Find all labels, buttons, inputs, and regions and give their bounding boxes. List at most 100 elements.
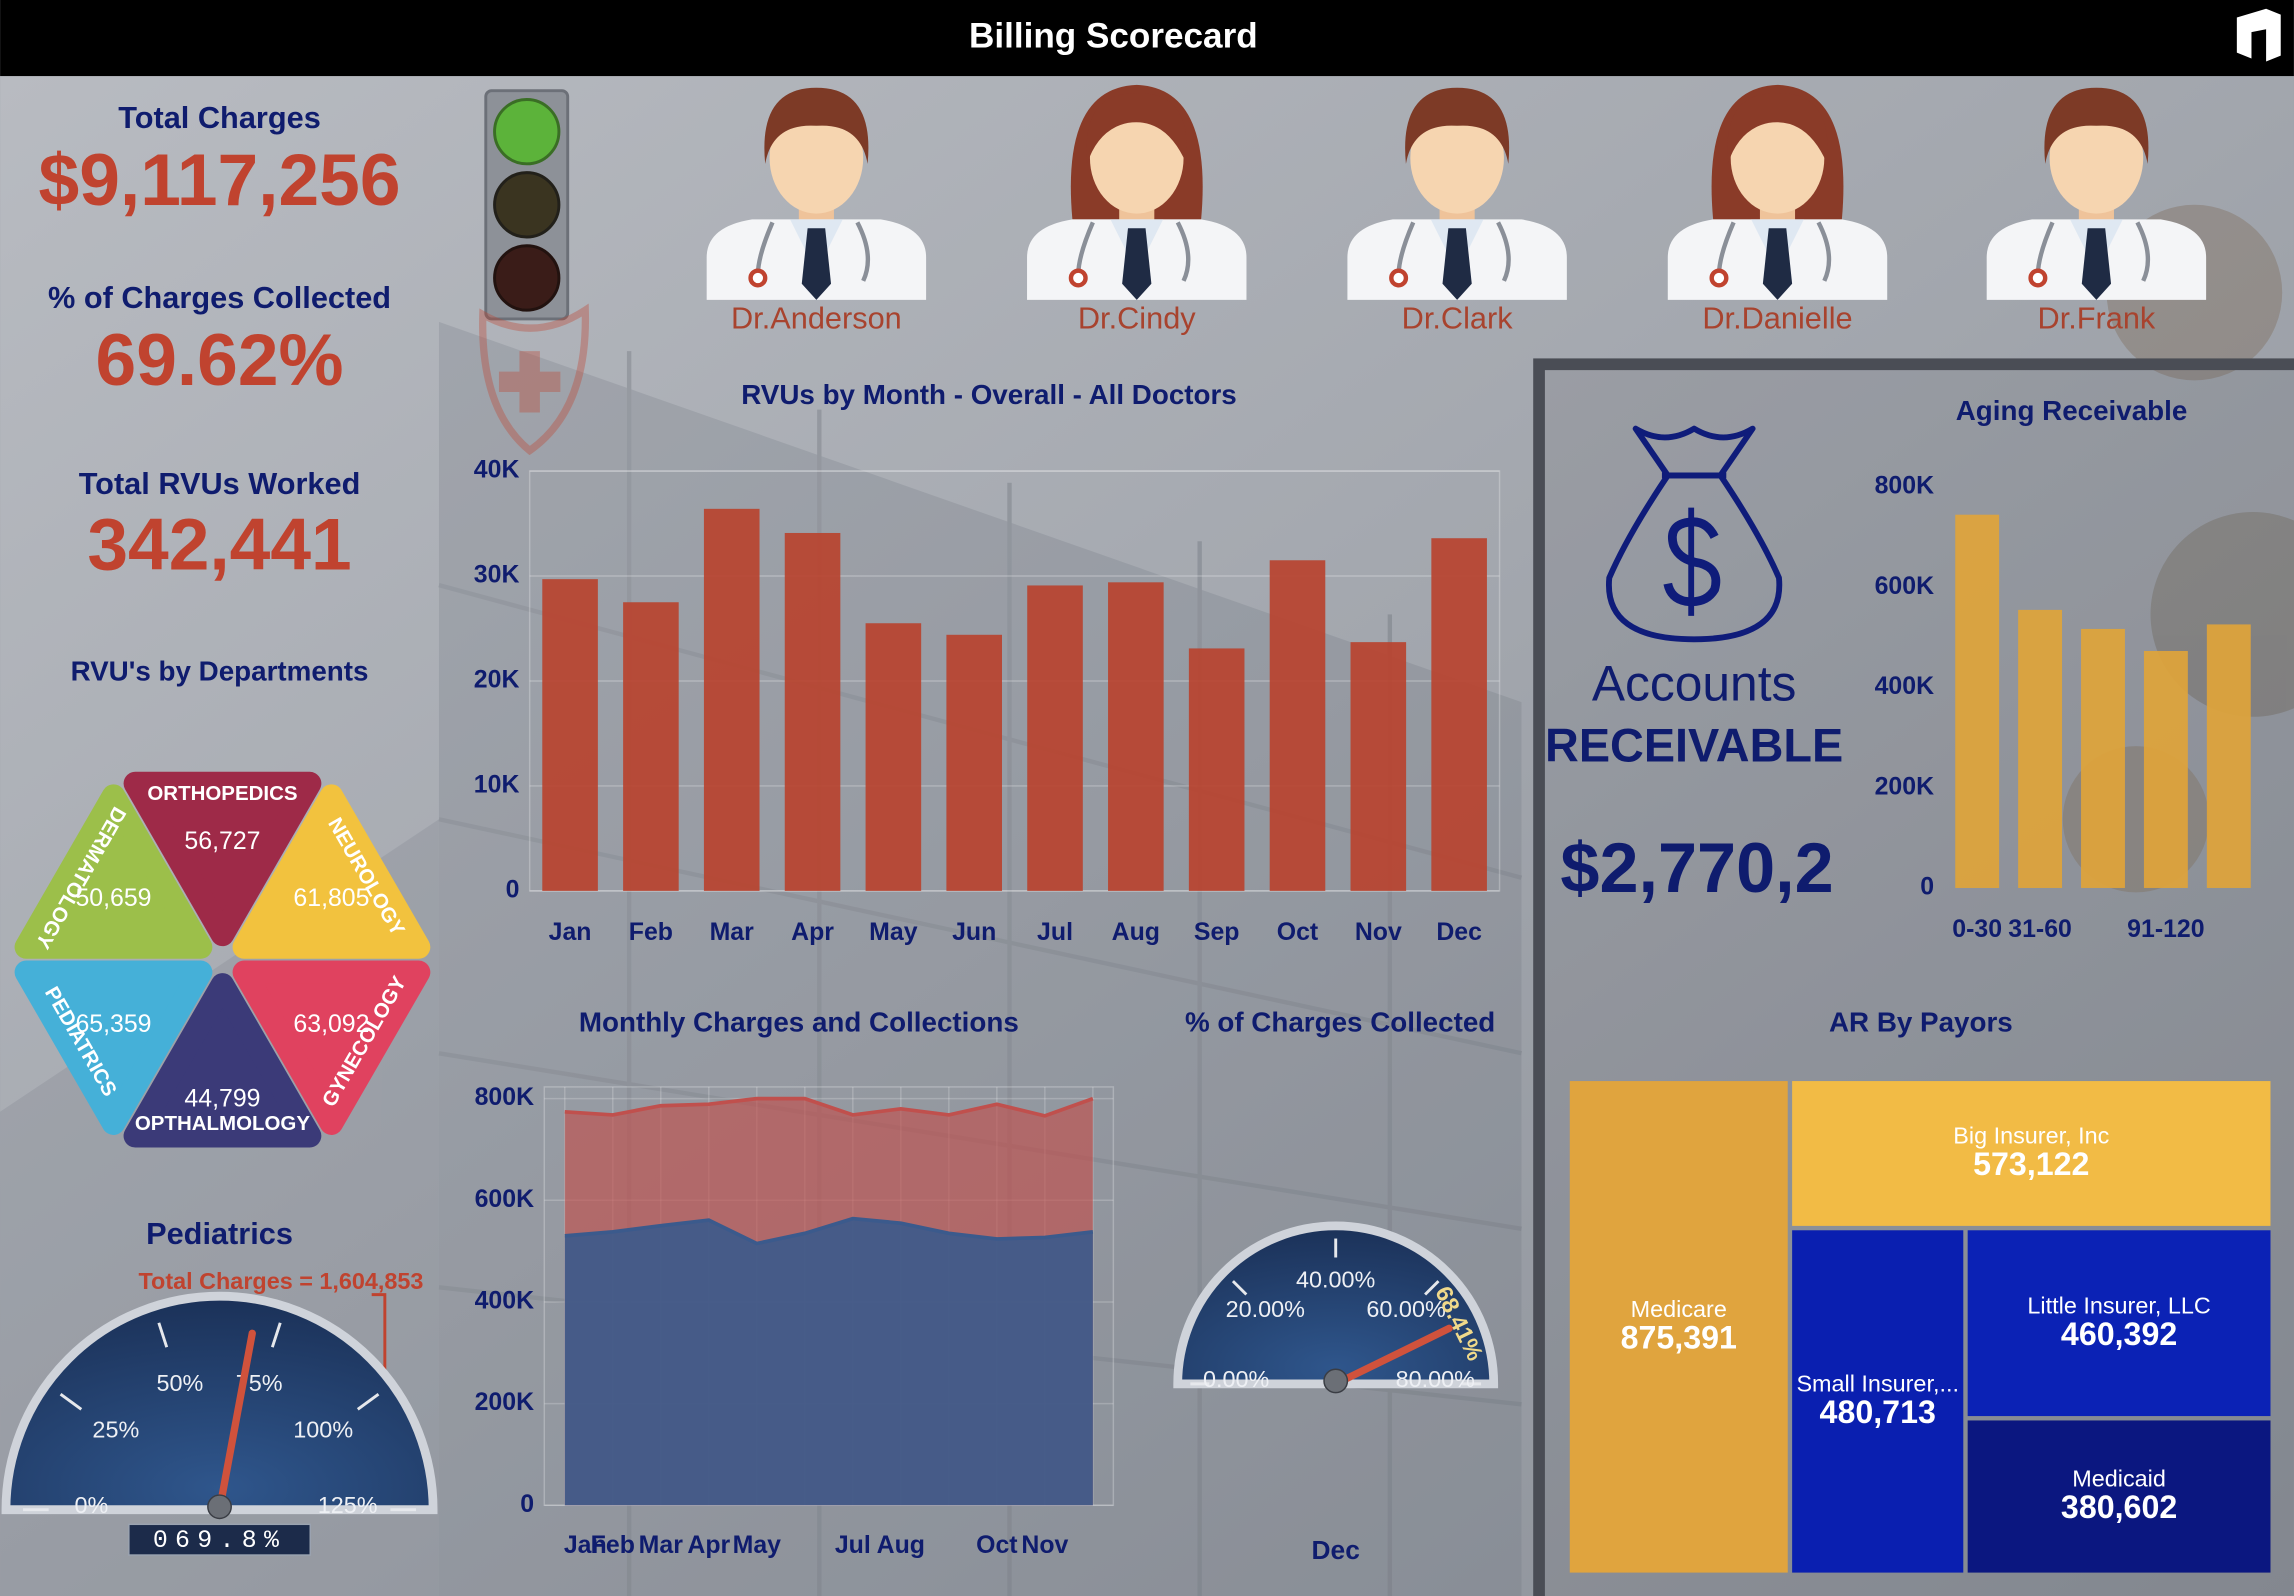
gauge-tick xyxy=(59,1393,83,1411)
y-tick-label: 800K xyxy=(1875,472,1934,500)
doctor-name: Dr.Danielle xyxy=(1702,300,1852,335)
plot-frame xyxy=(528,470,1501,892)
gauge-tick-label: 40.00% xyxy=(1296,1267,1375,1293)
head xyxy=(1089,102,1184,214)
annotation-leader xyxy=(371,1293,387,1383)
doctor-name: Dr.Clark xyxy=(1402,300,1514,335)
logo[interactable] xyxy=(2236,8,2281,62)
y-tick-label: 0 xyxy=(506,875,520,903)
tie xyxy=(1762,228,1793,300)
stethoscope-head xyxy=(2028,268,2048,288)
ar-line1: Accounts xyxy=(1592,656,1797,712)
treemap-value: 380,602 xyxy=(2061,1489,2177,1525)
y-tick-label: 400K xyxy=(475,1287,534,1315)
bar xyxy=(1108,582,1164,891)
hair-front xyxy=(2044,87,2149,164)
gauge-annotation: Total Charges = 1,604,853 xyxy=(138,1268,423,1294)
treemap-value: 573,122 xyxy=(1973,1146,2089,1182)
area-line xyxy=(564,1096,1094,1118)
doctor-name: Dr.Anderson xyxy=(731,300,902,335)
traffic-light xyxy=(484,89,570,321)
department-triangle xyxy=(14,960,213,1135)
hair-front xyxy=(764,87,869,164)
x-tick-label: Nov xyxy=(1355,918,1402,946)
chart-title: Pediatrics xyxy=(146,1216,293,1251)
x-tick-label: Oct xyxy=(976,1531,1017,1559)
content: Total Charges $9,117,256 % of Charges Coll… xyxy=(1,84,2271,1573)
bar xyxy=(784,532,841,891)
treemap-value: 480,713 xyxy=(1820,1394,1936,1430)
treemap-cell xyxy=(1792,1230,1964,1573)
x-tick-label: Jan xyxy=(564,1531,607,1559)
tie xyxy=(801,228,832,300)
head xyxy=(2049,102,2144,214)
kpi-label: Total Charges xyxy=(118,100,321,135)
gauge-tick-label: 20.00% xyxy=(1226,1296,1305,1322)
gauge-tick-label: 100% xyxy=(293,1417,353,1443)
treemap-name: Big Insurer, Inc xyxy=(1953,1123,2109,1149)
ar-line2: RECEIVABLE xyxy=(1545,719,1843,771)
department-value: 65,359 xyxy=(75,1010,151,1038)
chart-title: Monthly Charges and Collections xyxy=(579,1006,1019,1037)
x-tick-label: 0-30 xyxy=(1952,915,2002,943)
bar xyxy=(2143,650,2188,888)
y-tick-label: 200K xyxy=(475,1388,534,1416)
hair-front xyxy=(1727,93,1828,164)
y-tick-label: 30K xyxy=(474,561,520,589)
gauge-needle xyxy=(1332,1324,1453,1388)
light-red xyxy=(493,244,561,312)
head xyxy=(769,102,864,214)
x-tick-label: Sep xyxy=(1194,918,1240,946)
gauge-tick xyxy=(270,1322,282,1348)
gauge-tick-label: 0.00% xyxy=(1203,1366,1269,1392)
bar xyxy=(1350,642,1407,891)
treemap-cell xyxy=(1792,1081,2271,1226)
department-value: 61,805 xyxy=(293,884,369,912)
gauge-tick-label: 60.00% xyxy=(1366,1296,1445,1322)
department-name: ORTHOPEDICS xyxy=(147,782,297,805)
tie xyxy=(2081,228,2112,300)
kpi-label: % of Charges Collected xyxy=(48,280,391,315)
head xyxy=(1730,102,1825,214)
department-value: 44,799 xyxy=(184,1085,260,1113)
money-bag-icon xyxy=(1606,425,1783,643)
x-tick-label: Jul xyxy=(835,1531,871,1559)
x-tick-label: Apr xyxy=(687,1531,730,1559)
treemap-name: Medicaid xyxy=(2072,1466,2166,1492)
kpi-value: 342,441 xyxy=(87,504,351,585)
chart-title: RVU's by Departments xyxy=(71,655,369,686)
gauge-value: 069.8% xyxy=(153,1527,286,1555)
bar xyxy=(2081,628,2125,888)
gauge-tick-label: 50% xyxy=(157,1370,204,1396)
x-tick-label: Mar xyxy=(710,918,755,946)
treemap-value: 875,391 xyxy=(1621,1319,1737,1355)
doctor-avatar xyxy=(1986,87,2207,300)
header-title: Billing Scorecard xyxy=(969,16,1258,55)
hair-front xyxy=(1086,93,1188,164)
y-tick-label: 800K xyxy=(475,1083,534,1111)
stethoscope-head xyxy=(748,268,768,288)
treemap-cell xyxy=(1967,1230,2271,1417)
y-tick-label: 600K xyxy=(1875,572,1934,600)
gauge-tick-label: 0% xyxy=(74,1492,108,1518)
bar xyxy=(865,623,922,891)
logo-shape[interactable] xyxy=(2236,8,2281,62)
gauge-tick xyxy=(1231,1280,1248,1296)
x-tick-label: Apr xyxy=(791,918,834,946)
x-tick-label: Jan xyxy=(549,918,592,946)
x-tick-label: May xyxy=(869,918,918,946)
stethoscope-head xyxy=(1709,268,1729,288)
treemap-name: Little Insurer, LLC xyxy=(2027,1292,2210,1318)
x-tick-label: May xyxy=(733,1531,782,1559)
y-tick-label: 200K xyxy=(1875,772,1934,800)
y-tick-label: 0 xyxy=(520,1490,534,1518)
x-tick-label: Feb xyxy=(591,1531,635,1559)
ar-amount: $2,770,2 xyxy=(1560,828,1833,907)
gauge-tick xyxy=(1424,1280,1440,1296)
x-tick-label: Aug xyxy=(877,1531,925,1559)
bar xyxy=(1269,560,1326,891)
x-tick-label: Mar xyxy=(639,1531,684,1559)
treemap-name: Small Insurer,... xyxy=(1796,1371,1959,1397)
gauge-hub xyxy=(207,1494,232,1520)
